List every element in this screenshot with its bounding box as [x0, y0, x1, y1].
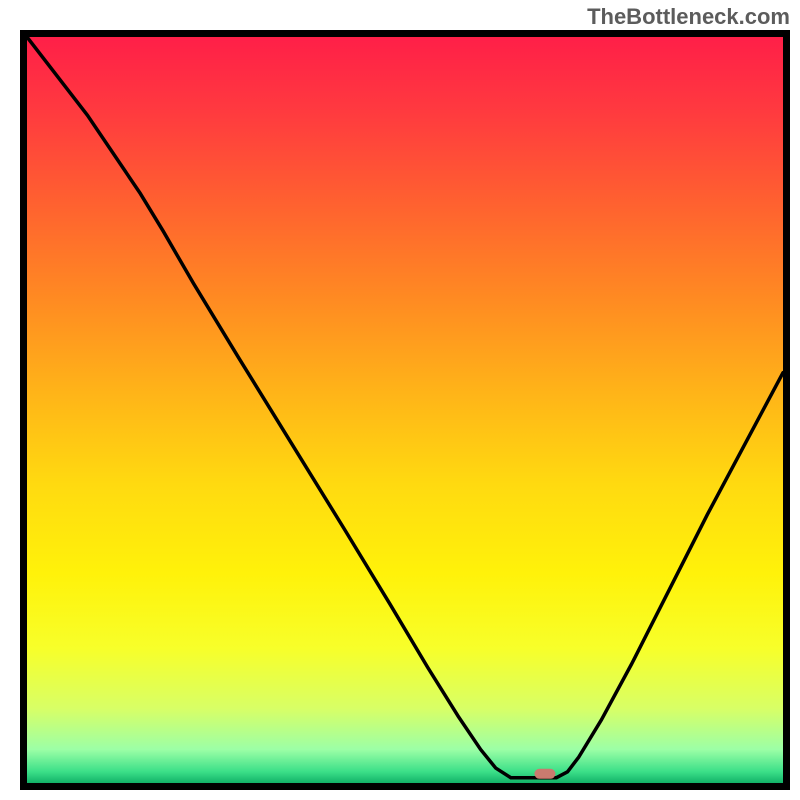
bottleneck-chart: TheBottleneck.com [0, 0, 800, 800]
plot-area [20, 30, 790, 790]
optimal-marker [534, 769, 555, 779]
watermark-text: TheBottleneck.com [587, 4, 790, 30]
curve-layer [27, 37, 783, 783]
bottleneck-curve [27, 37, 783, 778]
